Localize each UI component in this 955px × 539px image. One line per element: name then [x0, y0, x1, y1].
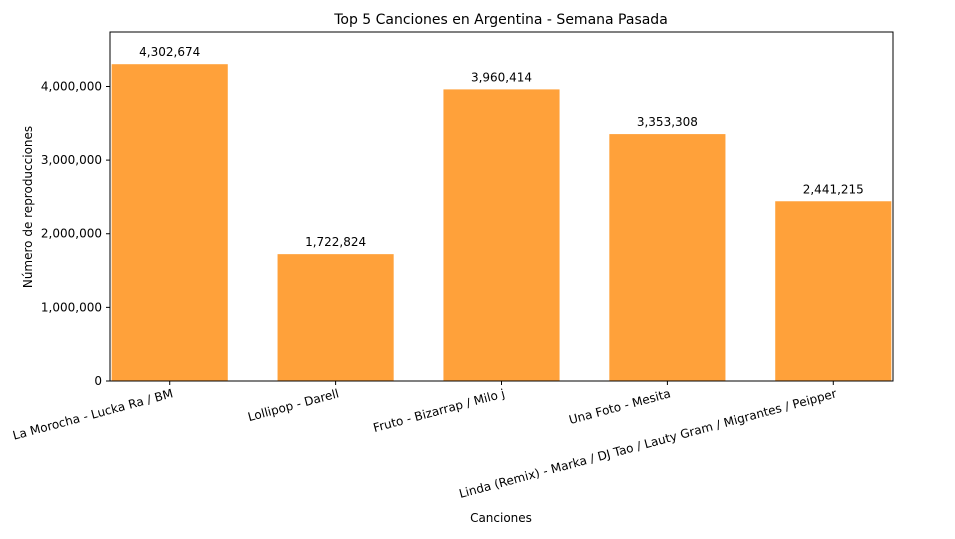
y-axis-ticks: 0 1,000,000 2,000,000 3,000,000 4,000,000	[41, 79, 110, 388]
bar	[775, 201, 892, 381]
bar-value-labels: 4,302,674 1,722,824 3,960,414 3,353,308 2,44…	[139, 45, 864, 249]
bar-value-label: 2,441,215	[803, 182, 864, 196]
y-axis-label: Número de reproducciones	[21, 126, 35, 288]
y-tick-label: 4,000,000	[41, 79, 102, 93]
x-tick-label: La Morocha - Lucka Ra / BM	[11, 386, 174, 442]
y-tick-label: 3,000,000	[41, 153, 102, 167]
x-axis-ticks: La Morocha - Lucka Ra / BM Lollipop - Dar…	[11, 381, 838, 501]
x-tick-label: Fruto - Bizarrap / Milo j	[372, 386, 507, 435]
chart-title: Top 5 Canciones en Argentina - Semana Pa…	[333, 12, 668, 28]
bar-value-label: 3,353,308	[637, 115, 698, 129]
bar-value-label: 4,302,674	[139, 45, 200, 59]
x-tick-label: Lollipop - Darell	[246, 386, 340, 424]
bar	[111, 64, 228, 381]
bar	[609, 134, 726, 381]
y-tick-label: 1,000,000	[41, 300, 102, 314]
bar-value-label: 1,722,824	[305, 235, 366, 249]
y-tick-label: 2,000,000	[41, 227, 102, 241]
y-tick-label: 0	[94, 374, 102, 388]
x-tick-label: Una Foto - Mesita	[567, 386, 672, 427]
plot-area-frame	[109, 31, 894, 382]
bar-value-label: 3,960,414	[471, 70, 532, 84]
bars-group	[111, 64, 892, 382]
bar	[277, 254, 394, 381]
bar	[443, 89, 560, 382]
x-axis-label: Canciones	[470, 511, 532, 525]
